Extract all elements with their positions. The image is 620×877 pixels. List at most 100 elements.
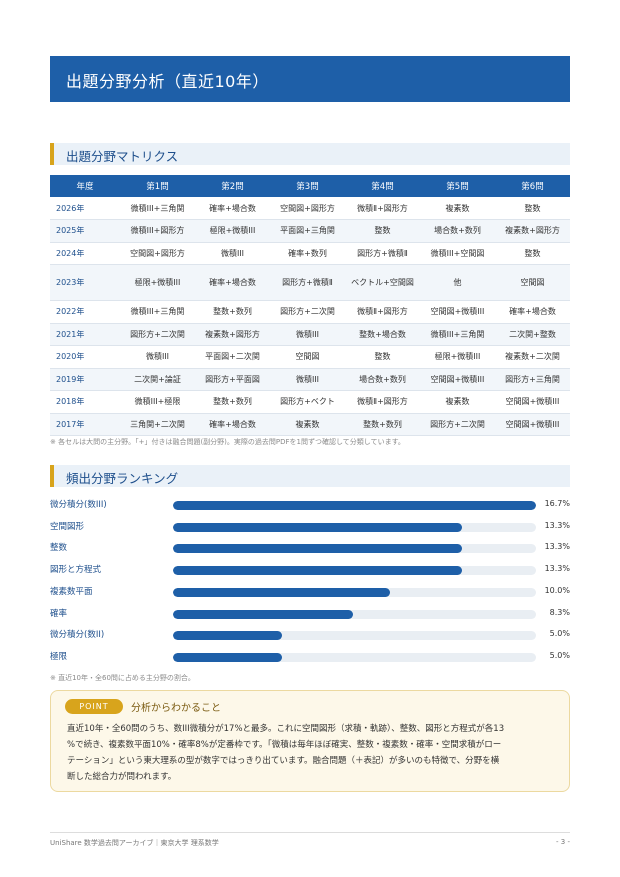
topic-cell: 微積Ⅱ+図形方: [345, 300, 420, 324]
topic-cell: 平面図+三角関: [270, 219, 345, 243]
ranking-bar-fill: [173, 566, 463, 576]
ranking-label: 確率: [50, 608, 68, 619]
column-header: 年度: [50, 175, 120, 197]
table-row: 2021年 図形方+二次関 複素数+図形方 微積III 整数+場合数 微積III+三角関二…: [50, 323, 570, 346]
topic-cell: 整数+数列: [195, 390, 270, 414]
topic-cell: 空間図: [270, 345, 345, 369]
ranking-value: 5.0%: [549, 629, 570, 639]
footer-page-number: - 3 -: [556, 838, 570, 846]
ranking-bar-track: [173, 652, 536, 662]
topic-cell: 確率+場合数: [195, 413, 270, 436]
topic-cell: 図形方+微積Ⅱ: [270, 264, 345, 301]
ranking-row: 図形と方程式 13.3%: [50, 563, 570, 577]
year-cell: 2025年: [50, 219, 120, 243]
column-header: 第4問: [345, 175, 420, 197]
ranking-row: 確率 8.3%: [50, 607, 570, 621]
topic-cell: 複素数+二次関: [495, 345, 570, 369]
topic-cell: 微積III: [270, 368, 345, 391]
topic-cell: 図形方+平面図: [195, 368, 270, 391]
ranking-label: 複素数平面: [50, 586, 93, 597]
topic-cell: 微積Ⅱ+図形方: [345, 390, 420, 414]
ranking-row: 整数 13.3%: [50, 541, 570, 555]
table-header-row: 年度 第1問 第2問 第3問 第4問 第5問 第6問: [50, 175, 570, 197]
column-header: 第1問: [120, 175, 195, 197]
ranking-value: 13.3%: [544, 520, 570, 530]
ranking-bar-fill: [173, 652, 282, 662]
topic-cell: 空間図+微積III: [420, 368, 495, 391]
topic-cell: 整数: [345, 345, 420, 369]
topic-matrix-table: 年度 第1問 第2問 第3問 第4問 第5問 第6問 2026年 微積III+三角…: [50, 175, 570, 436]
table-row: 2018年 微積III+極限 整数+数列 図形方+ベクト 微積Ⅱ+図形方 複素数 空間図+微…: [50, 390, 570, 414]
topic-cell: 微積III+三角関: [420, 323, 495, 346]
ranking-note: ※ 直近10年・全60問に占める主分野の割合。: [50, 674, 195, 682]
table-row: 2024年 空間図+図形方 微積III 確率+数列 図形方+微積Ⅱ 微積III+空間図 整数: [50, 242, 570, 265]
table-row: 2026年 微積III+三角関 確率+場合数 空間図+図形方 微積Ⅱ+図形方 複素数 整数: [50, 197, 570, 220]
point-body: 直近10年・全60問のうち、数III微積分が17%と最多。これに空間図形（求積・…: [67, 721, 557, 785]
ranking-row: 複素数平面 10.0%: [50, 585, 570, 599]
topic-cell: 極限+微積III: [420, 345, 495, 369]
year-cell: 2019年: [50, 368, 120, 391]
topic-cell: 微積III: [120, 345, 195, 369]
year-cell: 2018年: [50, 390, 120, 414]
topic-cell: 微積III: [195, 242, 270, 265]
topic-cell: 複素数: [420, 390, 495, 414]
ranking-row: 極限 5.0%: [50, 650, 570, 664]
ranking-label: 整数: [50, 543, 68, 554]
ranking-label: 図形と方程式: [50, 565, 102, 576]
topic-cell: 図形方+三角関: [495, 368, 570, 391]
year-cell: 2021年: [50, 323, 120, 346]
topic-cell: 空間図: [495, 264, 570, 301]
topic-cell: 複素数: [270, 413, 345, 436]
ranking-bar-track: [173, 566, 536, 576]
topic-cell: 確率+場合数: [195, 264, 270, 301]
point-line: %で続き、複素数平面10%・確率8%が定番枠です。「微積は毎年ほぼ確実、整数・複…: [67, 740, 502, 750]
topic-cell: 平面図+二次関: [195, 345, 270, 369]
ranking-bar-track: [173, 501, 536, 510]
topic-cell: 図形方+二次関: [420, 413, 495, 436]
table-row: 2019年 二次関+論証 図形方+平面図 微積III 場合数+数列 空間図+微積III 図形…: [50, 368, 570, 391]
ranking-label: 空間図形: [50, 521, 85, 532]
year-cell: 2026年: [50, 197, 120, 220]
ranking-value: 10.0%: [544, 585, 570, 595]
ranking-value: 8.3%: [549, 607, 570, 617]
topic-cell: 整数: [495, 197, 570, 220]
topic-cell: 他: [420, 264, 495, 301]
topic-cell: ベクトル+空間図: [345, 264, 420, 301]
point-title: 分析からわかること: [131, 703, 221, 714]
ranking-bar-fill: [173, 631, 282, 641]
point-line: 直近10年・全60問のうち、数III微積分が17%と最多。これに空間図形（求積・…: [67, 724, 505, 734]
ranking-bar-track: [173, 544, 536, 554]
ranking-bar-track: [173, 587, 536, 597]
topic-cell: 複素数: [420, 197, 495, 220]
topic-cell: 微積III+三角関: [120, 300, 195, 324]
topic-cell: 極限+微積III: [195, 219, 270, 243]
topic-cell: 整数+数列: [345, 413, 420, 436]
ranking-bar-track: [173, 631, 536, 641]
ranking-bar-fill: [173, 544, 463, 554]
table-row: 2025年 微積III+図形方 極限+微積III 平面図+三角関 整数 場合数+数列 複素数…: [50, 219, 570, 243]
topic-cell: 整数: [495, 242, 570, 265]
topic-cell: 微積Ⅱ+図形方: [345, 197, 420, 220]
ranking-bar-fill: [173, 587, 391, 597]
topic-cell: 微積III+極限: [120, 390, 195, 414]
ranking-section-title: 頻出分野ランキング: [66, 471, 179, 486]
topic-cell: 場合数+数列: [345, 368, 420, 391]
matrix-section-heading: 出題分野マトリクス: [50, 143, 570, 165]
topic-cell: 微積III+三角関: [120, 197, 195, 220]
ranking-bar-fill: [173, 609, 354, 619]
topic-cell: 図形方+二次関: [120, 323, 195, 346]
ranking-bar-fill: [173, 522, 463, 532]
column-header: 第2問: [195, 175, 270, 197]
topic-cell: 極限+微積III: [120, 264, 195, 301]
point-line: 断した総合力が問われます。: [67, 772, 177, 782]
topic-cell: 微積III+図形方: [120, 219, 195, 243]
topic-cell: 空間図+図形方: [270, 197, 345, 220]
table-row: 2017年 三角関+二次関 確率+場合数 複素数 整数+数列 図形方+二次関 空間図+微積I…: [50, 413, 570, 436]
topic-cell: 微積III+空間図: [420, 242, 495, 265]
topic-cell: 確率+場合数: [495, 300, 570, 324]
column-header: 第3問: [270, 175, 345, 197]
topic-cell: 図形方+微積Ⅱ: [345, 242, 420, 265]
topic-cell: 整数: [345, 219, 420, 243]
table-row: 2020年 微積III 平面図+二次関 空間図 整数 極限+微積III 複素数+二次関: [50, 345, 570, 369]
topic-cell: 微積III: [270, 323, 345, 346]
